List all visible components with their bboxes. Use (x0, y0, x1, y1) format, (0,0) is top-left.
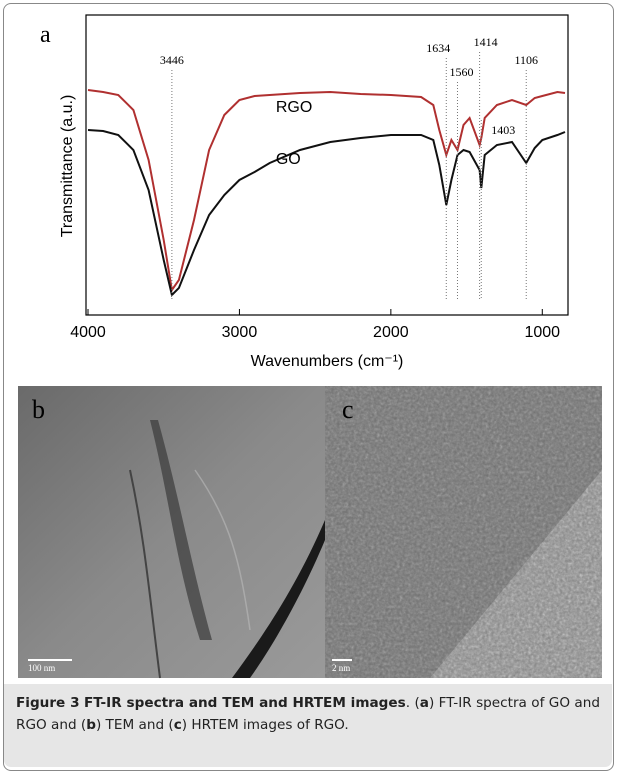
panel-label: c (342, 395, 354, 424)
caption-text: ) TEM and ( (95, 717, 174, 733)
peak-label: 1106 (514, 53, 538, 67)
caption-text: a (419, 695, 429, 711)
series-label: GO (276, 151, 301, 168)
scale-bar-label: 2 nm (332, 663, 350, 673)
series-label: RGO (276, 99, 312, 116)
scale-bar-label: 100 nm (28, 663, 55, 673)
peak-label: 3446 (160, 53, 184, 67)
peak-label: 1634 (426, 41, 450, 55)
panel-label: a (40, 22, 51, 48)
sheet-edge (129, 469, 161, 679)
series-line (87, 129, 566, 297)
caption-text: b (86, 717, 96, 733)
x-tick-label: 2000 (373, 324, 409, 341)
x-tick-label: 3000 (222, 324, 258, 341)
series-line (87, 89, 566, 293)
hrtem-texture (325, 386, 602, 678)
caption-label: Figure 3 (16, 695, 80, 711)
lattice-region (325, 386, 602, 678)
caption-title: FT-IR spectra and TEM and HRTEM images (83, 695, 406, 711)
caption-text: . ( (405, 695, 420, 711)
peak-label: 1560 (449, 65, 473, 79)
tem-image (18, 386, 325, 678)
peak-label: 1414 (474, 35, 498, 49)
panel-label: b (32, 395, 45, 424)
x-tick-label: 4000 (70, 324, 106, 341)
sheet-edge (194, 469, 251, 631)
figure-frame (3, 3, 614, 771)
caption: Figure 3 FT-IR spectra and TEM and HRTEM… (4, 684, 612, 767)
caption-text: ) HRTEM images of RGO. (181, 717, 349, 733)
peak-label: 1403 (491, 123, 515, 137)
plot-frame (85, 14, 569, 316)
x-axis-label: Wavenumbers (cm⁻¹) (251, 353, 404, 370)
caption-text: c (173, 717, 182, 733)
y-axis-label: Transmittance (a.u.) (59, 95, 76, 238)
chart: a Transmittance (a.u.) Wavenumbers (cm⁻¹… (18, 14, 602, 679)
caption-text: ) FT-IR spectra of GO and RGO and ( (16, 695, 600, 733)
x-tick-label: 1000 (524, 324, 560, 341)
sheet-fold (150, 420, 212, 640)
